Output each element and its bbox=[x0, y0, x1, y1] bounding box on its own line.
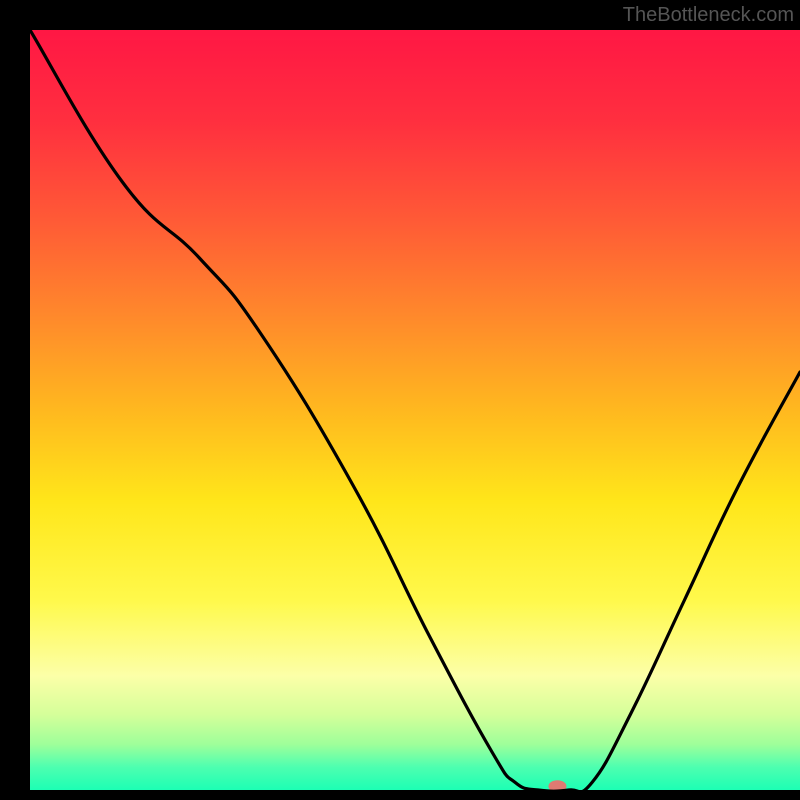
curve-layer bbox=[30, 30, 800, 790]
watermark-text: TheBottleneck.com bbox=[623, 4, 794, 27]
optimum-marker bbox=[548, 780, 566, 790]
plot-area bbox=[30, 30, 800, 790]
bottleneck-curve bbox=[30, 30, 800, 790]
bottleneck-chart: TheBottleneck.com bbox=[0, 0, 800, 800]
